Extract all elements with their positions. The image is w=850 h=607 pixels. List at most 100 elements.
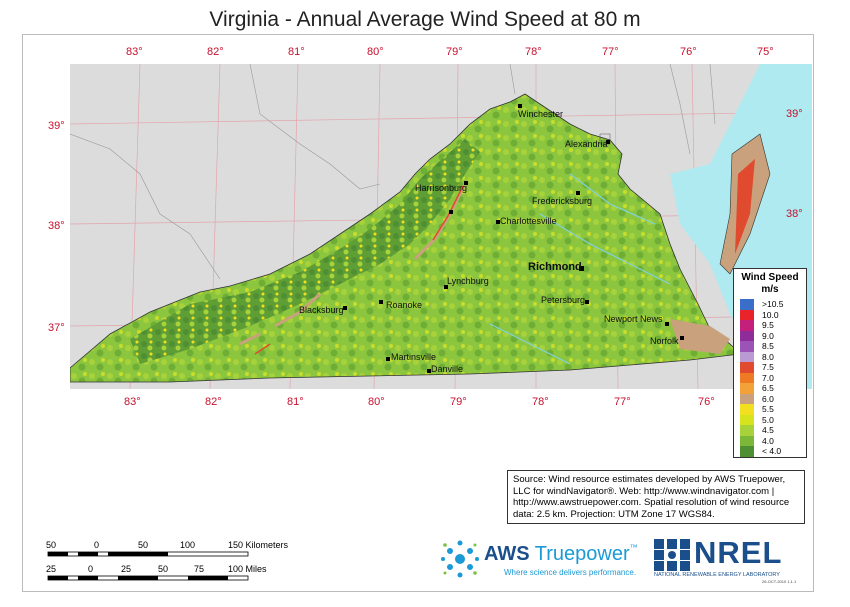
legend-unit: m/s: [761, 284, 779, 295]
legend-row: 5.5: [740, 404, 774, 415]
wind-speed-legend: Wind Speed m/s >10.5 10.0 9.5 9.0 8.5 8.0 7.5 7…: [733, 268, 807, 458]
city-label: Alexandria: [565, 139, 608, 149]
city-label: Harrisonburg: [415, 183, 468, 193]
legend-row: 5.0: [740, 414, 774, 425]
city-label: Charlottesville: [500, 216, 557, 226]
legend-row: 10.0: [740, 309, 779, 320]
city-marker: [665, 322, 669, 326]
lon-label-top: 78°: [525, 46, 542, 58]
legend-swatch: [740, 299, 754, 310]
city-label: Lynchburg: [447, 276, 489, 286]
legend-swatch: [740, 393, 754, 404]
city-marker: [680, 336, 684, 340]
aws-tagline: Where science delivers performance.: [504, 568, 637, 577]
legend-value: 10.0: [762, 309, 779, 320]
km-scale: [47, 551, 249, 557]
city-marker: [496, 220, 500, 224]
city-marker: [606, 140, 610, 144]
city-label: Martinsville: [391, 352, 437, 362]
map-code: 26-OCT-2010 1.1.1: [762, 579, 797, 584]
city-marker: [444, 285, 448, 289]
appalachian-band: [130, 139, 480, 364]
legend-value: 8.5: [762, 341, 774, 352]
legend-row: 8.0: [740, 351, 774, 362]
map-title: Virginia - Annual Average Wind Speed at …: [209, 8, 641, 31]
mi-tick: 25: [121, 564, 132, 574]
city-marker: [579, 266, 584, 271]
lon-label-bottom: 79°: [450, 396, 467, 408]
legend-row: < 4.0: [740, 446, 781, 457]
legend-row: 9.5: [740, 320, 774, 331]
nrel-logo: NREL NATIONAL RENEWABLE ENERGY LABORATOR…: [652, 535, 802, 584]
legend-swatch: [740, 362, 754, 373]
legend-swatch: [740, 341, 754, 352]
lon-label-top: 80°: [367, 46, 384, 58]
mi-scale: [47, 575, 249, 581]
nrel-fullname: NATIONAL RENEWABLE ENERGY LABORATORY: [654, 572, 780, 578]
aws-dots-icon: [441, 540, 479, 578]
legend-value: 7.0: [762, 372, 774, 383]
legend-value: >10.5: [762, 299, 784, 310]
legend-row: 7.5: [740, 362, 774, 373]
legend-swatch: [740, 330, 754, 341]
city-marker: [464, 181, 468, 185]
lon-label-top: 81°: [288, 46, 305, 58]
city-label: Winchester: [518, 109, 564, 119]
city-marker: [427, 369, 431, 373]
lon-label-bottom: 76°: [698, 396, 715, 408]
aws-name: AWS: [484, 543, 530, 565]
map-area[interactable]: [70, 64, 812, 389]
lon-label-top: 82°: [207, 46, 224, 58]
lon-label-bottom: 77°: [614, 396, 631, 408]
dc-outline: [599, 133, 611, 145]
legend-swatch: [740, 425, 754, 436]
lon-label-top: 75°: [757, 46, 774, 58]
km-tick: 150 Kilometers: [228, 540, 289, 550]
lon-label-top: 76°: [680, 46, 697, 58]
legend-value: 9.5: [762, 320, 774, 331]
legend-row: 4.5: [740, 425, 774, 436]
city-marker: [585, 300, 589, 304]
lon-label-bottom: 83°: [124, 396, 141, 408]
lon-label-bottom: 82°: [205, 396, 222, 408]
lat-label-right: 39°: [786, 108, 803, 120]
legend-row: 6.0: [740, 393, 774, 404]
norfolk-coast: [670, 319, 730, 354]
city-label: Newport News: [604, 314, 663, 324]
virginia-map-svg: [70, 64, 812, 389]
lat-label-left: 38°: [48, 220, 65, 232]
city-label: Danville: [431, 364, 464, 374]
state-borders: [70, 64, 716, 280]
city-label: Blacksburg: [299, 305, 344, 315]
lat-label-left: 39°: [48, 120, 65, 132]
mi-tick: 50: [158, 564, 169, 574]
scale-bars: [47, 551, 249, 581]
aws-truepower-logo: AWS Truepower™ Where science delivers pe…: [440, 537, 645, 583]
aws-wordmark: AWS Truepower™: [484, 543, 638, 566]
legend-row: 8.5: [740, 341, 774, 352]
city-marker: [379, 300, 383, 304]
legend-swatch: [740, 351, 754, 362]
legend-swatch: [740, 309, 754, 320]
mi-tick: 25: [46, 564, 57, 574]
eastern-shore-coast: [735, 159, 755, 254]
km-tick: 50: [46, 540, 57, 550]
lon-label-top: 83°: [126, 46, 143, 58]
legend-row: 4.0: [740, 435, 774, 446]
km-tick: 100: [180, 540, 196, 550]
legend-value: 5.0: [762, 414, 774, 425]
city-label: Norfolk: [650, 336, 679, 346]
mi-tick: 75: [194, 564, 205, 574]
city-label: Fredericksburg: [532, 196, 593, 206]
legend-value: 6.0: [762, 393, 774, 404]
city-marker: [386, 357, 390, 361]
map-frame: [22, 34, 814, 592]
mi-tick: 0: [88, 564, 94, 574]
legend-value: 6.5: [762, 383, 774, 394]
lat-label-left: 37°: [48, 322, 65, 334]
legend-swatch: [740, 404, 754, 415]
city-label: Richmond: [528, 261, 582, 273]
lon-label-bottom: 81°: [287, 396, 304, 408]
source-note: Source: Wind resource estimates develope…: [507, 470, 805, 524]
city-marker: [449, 210, 453, 214]
